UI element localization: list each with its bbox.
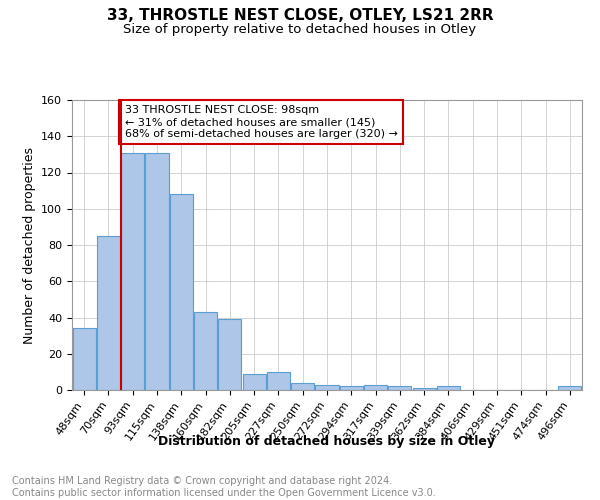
Bar — [170, 194, 193, 390]
Bar — [316, 384, 338, 390]
Y-axis label: Number of detached properties: Number of detached properties — [23, 146, 35, 344]
Bar — [437, 386, 460, 390]
Bar — [218, 320, 241, 390]
Bar — [73, 328, 95, 390]
Bar — [388, 386, 412, 390]
Text: Contains HM Land Registry data © Crown copyright and database right 2024.
Contai: Contains HM Land Registry data © Crown c… — [12, 476, 436, 498]
Text: Distribution of detached houses by size in Otley: Distribution of detached houses by size … — [158, 435, 496, 448]
Bar — [145, 152, 169, 390]
Bar — [194, 312, 217, 390]
Bar — [97, 236, 120, 390]
Bar — [242, 374, 266, 390]
Text: 33, THROSTLE NEST CLOSE, OTLEY, LS21 2RR: 33, THROSTLE NEST CLOSE, OTLEY, LS21 2RR — [107, 8, 493, 22]
Text: Size of property relative to detached houses in Otley: Size of property relative to detached ho… — [124, 22, 476, 36]
Bar — [413, 388, 436, 390]
Bar — [340, 386, 363, 390]
Text: 33 THROSTLE NEST CLOSE: 98sqm
← 31% of detached houses are smaller (145)
68% of : 33 THROSTLE NEST CLOSE: 98sqm ← 31% of d… — [125, 106, 398, 138]
Bar — [291, 383, 314, 390]
Bar — [121, 152, 144, 390]
Bar — [364, 384, 387, 390]
Bar — [559, 386, 581, 390]
Bar — [267, 372, 290, 390]
